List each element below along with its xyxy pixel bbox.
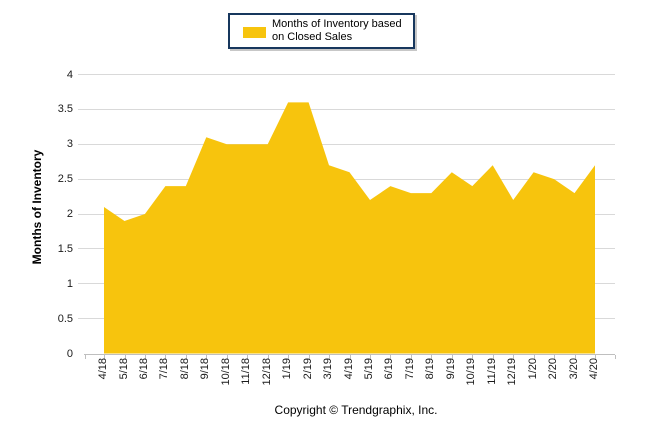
x-tick-mark: [390, 354, 392, 359]
y-gridline: [78, 108, 615, 110]
y-tick-label: 3: [66, 138, 73, 151]
x-tick-mark: [226, 354, 228, 359]
x-tick-mark: [349, 354, 351, 359]
legend-box: Months of Inventory based on Closed Sale…: [228, 13, 415, 49]
x-tick-mark: [574, 354, 576, 359]
x-tick-mark: [165, 354, 167, 359]
y-gridline: [78, 74, 615, 75]
y-gridline: [78, 143, 615, 145]
x-axis-end-tick: [615, 354, 616, 359]
x-tick-mark: [329, 354, 330, 359]
x-tick-mark: [370, 354, 371, 359]
y-tick-label: 1: [66, 277, 73, 290]
x-tick-mark: [533, 354, 535, 359]
x-tick-mark: [431, 354, 433, 359]
y-tick-label: 2.5: [57, 173, 73, 186]
y-tick-label: 4: [66, 68, 73, 81]
x-tick-mark: [288, 354, 290, 359]
x-tick-mark: [247, 354, 249, 359]
x-tick-mark: [206, 354, 208, 359]
x-tick-mark: [513, 354, 515, 359]
x-tick-mark: [472, 354, 474, 359]
x-tick-mark: [595, 354, 596, 359]
legend-label: Months of Inventory based on Closed Sale…: [272, 18, 402, 43]
y-tick-label: 3.5: [57, 103, 73, 116]
y-tick-label: 2: [66, 208, 73, 220]
x-tick-mark: [308, 354, 310, 359]
x-tick-mark: [144, 354, 146, 359]
x-tick-mark: [410, 354, 412, 359]
x-tick-mark: [185, 354, 187, 359]
x-axis-line: [84, 353, 615, 355]
x-tick-mark: [451, 354, 453, 359]
copyright-text: Copyright © Trendgraphix, Inc.: [274, 403, 438, 417]
y-tick-label: 0: [66, 347, 73, 360]
x-tick-mark: [124, 354, 126, 359]
x-tick-mark: [554, 354, 556, 359]
x-tick-mark: [104, 354, 105, 359]
y-tick-label: 0.5: [57, 312, 73, 325]
y-tick-label: 1.5: [57, 242, 73, 255]
legend-swatch-icon: [243, 26, 266, 38]
area-polygon: [104, 102, 595, 354]
x-axis-end-tick: [84, 354, 86, 359]
x-tick-mark: [492, 354, 494, 359]
x-tick-mark: [267, 354, 269, 359]
